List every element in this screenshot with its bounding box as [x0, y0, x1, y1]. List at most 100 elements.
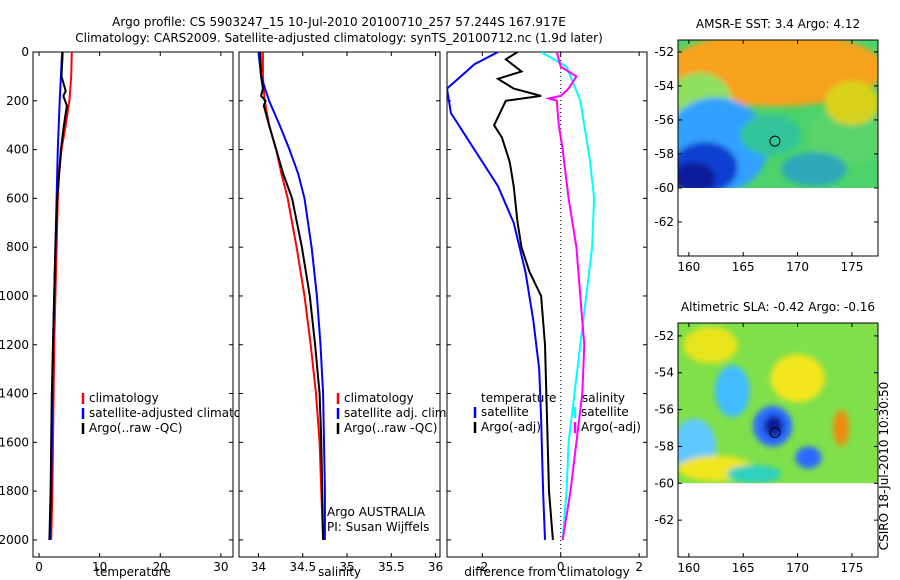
- legend-item-2: Argo(..raw -QC): [344, 421, 437, 435]
- series-line-0: [447, 52, 546, 540]
- y-tick-label: 1000: [0, 289, 29, 303]
- legend-item-2: Argo(..raw -QC): [89, 421, 182, 435]
- x-axis-label: difference from climatology: [464, 565, 630, 579]
- heatmap-patch-1: [770, 354, 825, 403]
- x-tick-label: 36: [428, 560, 443, 574]
- legend-right-item-0: satellite: [581, 405, 629, 419]
- profile-chart-1: 0 200 400 600 800 1000 1200 1400 1600 1800 2000 0 10…: [0, 45, 267, 579]
- y-tick-label: 200: [6, 94, 29, 108]
- y-tick-label: 800: [6, 240, 29, 254]
- x-tick-label: 10: [92, 560, 107, 574]
- legend-left-heading: temperature: [481, 391, 556, 405]
- heatmap-patch-5: [739, 114, 801, 156]
- map-y-tick-label: -52: [654, 329, 674, 343]
- heatmap-patch-9: [726, 464, 782, 484]
- map-title: AMSR-E SST: 3.4 Argo: 4.12: [696, 17, 860, 31]
- map-frame: [677, 322, 879, 558]
- map-x-tick-label: 160: [677, 561, 700, 575]
- x-tick-label: 34.5: [289, 560, 316, 574]
- y-tick-label: 1800: [0, 484, 29, 498]
- map-title: Altimetric SLA: -0.42 Argo: -0.16: [681, 300, 875, 314]
- figure-title-line2: Climatology: CARS2009. Satellite-adjuste…: [75, 31, 603, 45]
- series-layer: [48, 52, 73, 540]
- map-y-tick-label: -54: [654, 79, 674, 93]
- x-tick-label: 0: [557, 560, 565, 574]
- legend-item-1: satellite adj. clim.: [344, 406, 450, 420]
- heatmap-patch-7: [833, 409, 849, 447]
- legend-left-item-0: satellite: [481, 405, 529, 419]
- map-y-tick-label: -62: [654, 513, 674, 527]
- x-tick-label: -2: [476, 560, 488, 574]
- series-line-1: [257, 52, 326, 540]
- x-axis-label: salinity: [318, 565, 361, 579]
- legend-right-item-1: Argo(-adj): [581, 420, 641, 434]
- y-tick-label: 1200: [0, 338, 29, 352]
- heatmap-patch-6: [795, 446, 822, 469]
- y-tick-label: 2000: [0, 533, 29, 547]
- credit-side-label: CSIRO 18-Jul-2010 10:30:50: [877, 382, 891, 550]
- map-y-tick-label: -52: [654, 45, 674, 59]
- y-tick-label: 1400: [0, 387, 29, 401]
- map-y-tick-label: -60: [654, 476, 674, 490]
- heatmap-patch-5: [763, 415, 784, 438]
- heatmap-patch-8: [824, 80, 878, 126]
- legend-right-heading: salinity: [582, 391, 625, 405]
- heatmap-patch-7: [781, 152, 847, 187]
- series-line-2: [259, 52, 325, 540]
- series-line-0: [261, 52, 325, 540]
- series-layer: [257, 52, 326, 540]
- x-tick-label: 34: [251, 560, 266, 574]
- heatmap-patches: [678, 40, 878, 188]
- heatmap-layer: [678, 40, 878, 188]
- figure-title-line1: Argo profile: CS 5903247_15 10-Jul-2010 …: [112, 15, 566, 29]
- y-tick-label: 600: [6, 191, 29, 205]
- heatmap-layer: [678, 323, 878, 484]
- profile-chart-2: 34 34.5 35 35.5 36 salinity climatologysatelli…: [238, 51, 450, 579]
- map-x-tick-label: 165: [732, 260, 755, 274]
- map-y-tick-label: -54: [654, 366, 674, 380]
- profile-chart-3: -2 0 2 difference from climatology temperatu…: [446, 51, 648, 579]
- x-tick-label: 30: [213, 560, 228, 574]
- x-tick-label: 0: [35, 560, 43, 574]
- map-x-tick-label: 160: [677, 260, 700, 274]
- map-y-tick-label: -58: [654, 439, 674, 453]
- map-x-tick-label: 175: [840, 561, 863, 575]
- y-tick-label: 1600: [0, 435, 29, 449]
- map-y-tick-label: -58: [654, 147, 674, 161]
- x-tick-label: 35.5: [378, 560, 405, 574]
- legend-item-0: climatology: [344, 391, 414, 405]
- map-panel-1: -52 -54 -56 -58 -60 -62 160 165 170 175 AMSR-E SST…: [654, 17, 879, 274]
- map-x-tick-label: 170: [786, 561, 809, 575]
- series-line-2: [48, 52, 68, 540]
- map-x-tick-label: 165: [732, 561, 755, 575]
- heatmap-patch-4: [678, 162, 717, 188]
- map-y-tick-label: -62: [654, 215, 674, 229]
- plot-frame: [446, 51, 648, 558]
- series-line-0: [50, 52, 73, 540]
- map-frame: [677, 39, 879, 257]
- credit-pi-label: PI: Susan Wijffels: [327, 520, 429, 534]
- legend-item-1: satellite-adjusted climatology: [89, 406, 267, 420]
- y-tick-label: 400: [6, 143, 29, 157]
- credit-argo-label: Argo AUSTRALIA: [327, 505, 426, 519]
- argo-location-marker: [769, 135, 781, 147]
- map-panel-2: -52 -54 -56 -58 -60 -62 160 165 170 175 Altimetric…: [654, 300, 879, 575]
- argo-location-marker: [769, 427, 781, 439]
- map-y-tick-label: -56: [654, 113, 674, 127]
- series-line-3: [545, 52, 586, 541]
- x-axis-label: temperature: [95, 565, 170, 579]
- x-tick-label: 35: [339, 560, 354, 574]
- x-tick-label: 2: [635, 560, 643, 574]
- y-tick-label: 0: [21, 45, 29, 59]
- heatmap-patch-2: [714, 365, 750, 417]
- plot-frame: [32, 51, 234, 558]
- series-line-1: [492, 52, 554, 540]
- series-line-2: [540, 52, 596, 540]
- x-tick-label: 20: [153, 560, 168, 574]
- legend-item-0: climatology: [89, 391, 159, 405]
- legend-left-item-1: Argo(-adj): [481, 420, 541, 434]
- heatmap-patches: [678, 326, 849, 484]
- map-y-tick-label: -60: [654, 181, 674, 195]
